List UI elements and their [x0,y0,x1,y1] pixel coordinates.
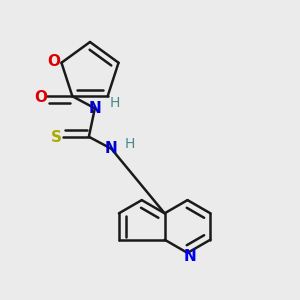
Text: H: H [109,96,120,110]
Text: O: O [34,90,47,105]
Text: O: O [47,54,61,69]
Text: H: H [125,137,135,151]
Text: S: S [51,130,62,145]
Text: N: N [88,101,101,116]
Text: N: N [105,141,118,156]
Text: N: N [184,249,196,264]
